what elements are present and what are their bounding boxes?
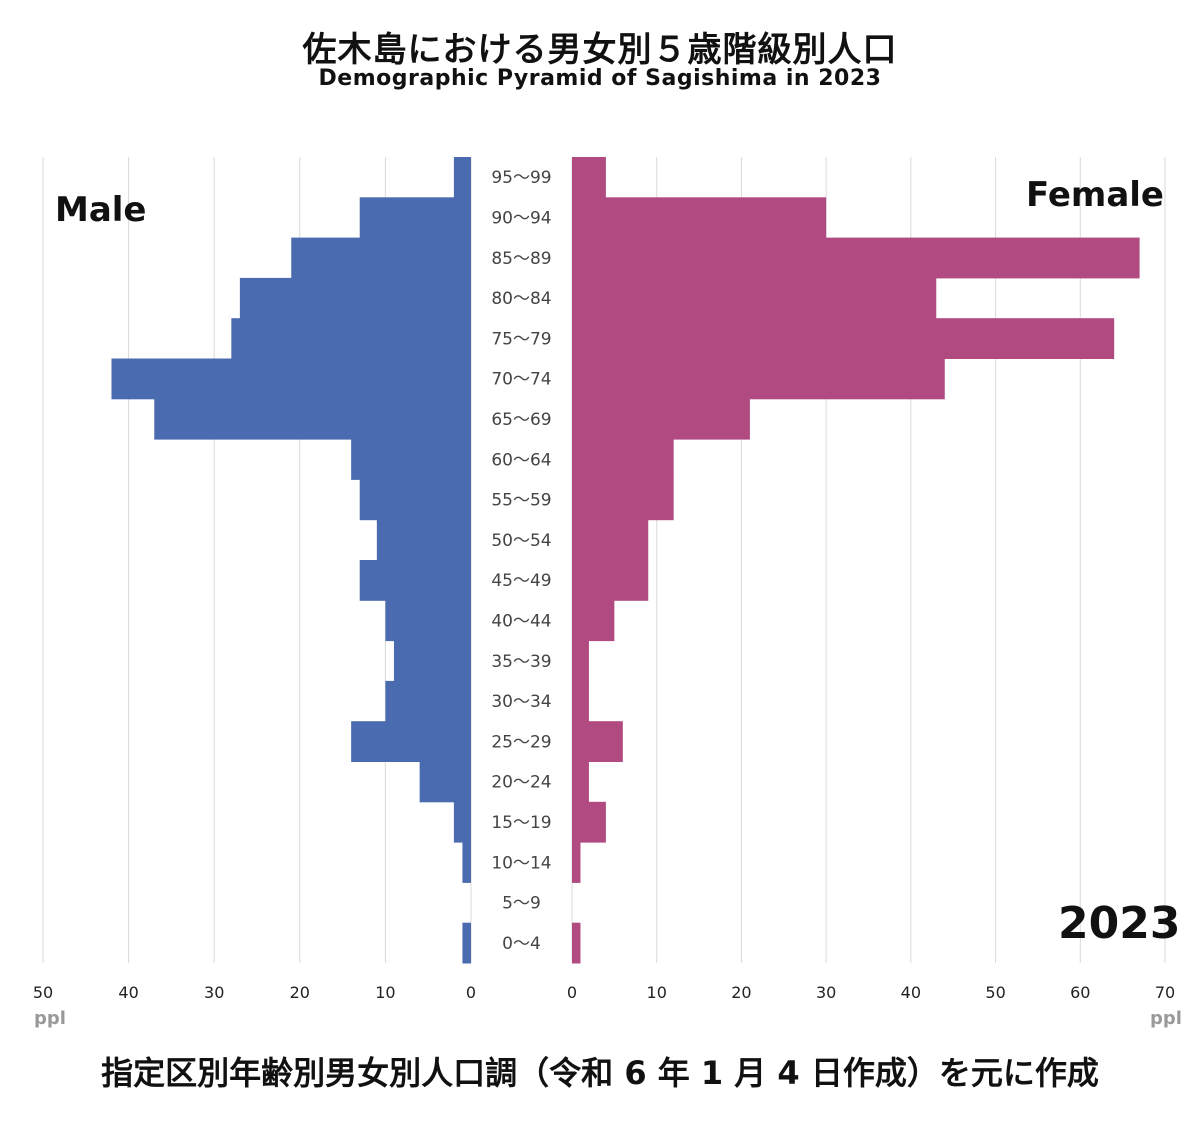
male-bar <box>453 157 471 198</box>
female-bar <box>572 479 674 521</box>
age-label: 45〜49 <box>491 571 551 591</box>
male-tick-label: 40 <box>118 983 138 1002</box>
male-bar <box>385 680 471 722</box>
female-tick-label: 30 <box>816 983 836 1002</box>
female-bar <box>572 358 945 400</box>
female-bar <box>572 439 674 480</box>
female-bar <box>572 600 615 642</box>
female-bar <box>572 197 827 239</box>
female-tick-label: 60 <box>1070 983 1090 1002</box>
female-bar <box>572 237 1140 279</box>
male-bar <box>359 197 471 239</box>
male-tick-label: 0 <box>466 983 476 1002</box>
age-label: 95〜99 <box>491 168 551 188</box>
female-bar <box>572 680 589 722</box>
male-bar <box>154 398 471 440</box>
age-label: 85〜89 <box>491 249 551 269</box>
age-label: 40〜44 <box>491 611 551 631</box>
female-bar <box>572 560 649 601</box>
female-bar <box>572 922 581 964</box>
male-bar <box>359 560 471 601</box>
female-tick-label: 70 <box>1155 983 1175 1002</box>
age-label: 35〜39 <box>491 652 551 672</box>
male-bar <box>239 277 471 319</box>
male-tick-label: 20 <box>290 983 310 1002</box>
female-series <box>572 157 1140 964</box>
female-bar <box>572 761 589 803</box>
age-label: 5〜9 <box>502 894 541 914</box>
chart-subtitle: Demographic Pyramid of Sagishima in 2023 <box>318 66 882 91</box>
female-label: Female <box>1026 175 1164 215</box>
female-bar <box>572 801 606 843</box>
age-label: 50〜54 <box>491 531 551 551</box>
female-bar <box>572 842 581 883</box>
age-label: 20〜24 <box>491 773 551 793</box>
male-bar <box>385 600 471 642</box>
female-bar <box>572 318 1115 359</box>
male-bar <box>376 519 471 561</box>
female-axis-ticks: 0 10 20 30 40 50 60 70 <box>567 983 1175 1002</box>
age-label: 10〜14 <box>491 853 551 873</box>
male-bar <box>111 358 471 400</box>
male-axis-unit: ppl <box>34 1008 66 1029</box>
source-note: 指定区別年齢別男女別人口調（令和 6 年 1 月 4 日作成）を元に作成 <box>101 1054 1099 1092</box>
male-bar <box>351 721 471 762</box>
age-label: 30〜34 <box>491 692 551 712</box>
male-bar <box>462 842 471 883</box>
female-tick-label: 40 <box>901 983 921 1002</box>
female-bar <box>572 277 937 319</box>
chart-title: 佐木島における男女別５歳階級別人口 <box>302 30 898 70</box>
female-tick-label: 0 <box>567 983 577 1002</box>
male-label: Male <box>55 190 147 230</box>
male-tick-label: 30 <box>204 983 224 1002</box>
male-bar <box>419 761 471 803</box>
male-bar <box>359 479 471 521</box>
male-bar <box>291 237 471 279</box>
age-label: 80〜84 <box>491 289 551 309</box>
age-label: 60〜64 <box>491 450 551 470</box>
female-tick-label: 20 <box>731 983 751 1002</box>
age-label: 75〜79 <box>491 329 551 349</box>
male-bar <box>231 318 471 359</box>
female-bar <box>572 157 606 198</box>
male-bar <box>462 922 471 964</box>
male-bar <box>393 640 471 682</box>
female-axis-unit: ppl <box>1150 1008 1182 1029</box>
male-tick-label: 10 <box>375 983 395 1002</box>
female-tick-label: 10 <box>647 983 667 1002</box>
age-label: 55〜59 <box>491 491 551 511</box>
male-bar <box>351 439 471 480</box>
female-bar <box>572 640 589 682</box>
age-category-labels: 0〜4 5〜9 10〜14 15〜19 20〜24 25〜29 30〜34 35〜39 40〜4… <box>491 168 551 954</box>
age-label: 15〜19 <box>491 813 551 833</box>
year-label: 2023 <box>1058 898 1181 949</box>
age-label: 65〜69 <box>491 410 551 430</box>
age-label: 70〜74 <box>491 370 551 390</box>
male-tick-label: 50 <box>33 983 53 1002</box>
age-label: 90〜94 <box>491 208 551 228</box>
male-bar <box>453 801 471 843</box>
female-bar <box>572 721 623 762</box>
male-series <box>111 157 471 964</box>
age-label: 0〜4 <box>502 934 541 954</box>
female-bar <box>572 519 649 561</box>
female-bar <box>572 398 750 440</box>
female-tick-label: 50 <box>985 983 1005 1002</box>
age-label: 25〜29 <box>491 732 551 752</box>
male-axis-ticks: 50 40 30 20 10 0 <box>33 983 476 1002</box>
